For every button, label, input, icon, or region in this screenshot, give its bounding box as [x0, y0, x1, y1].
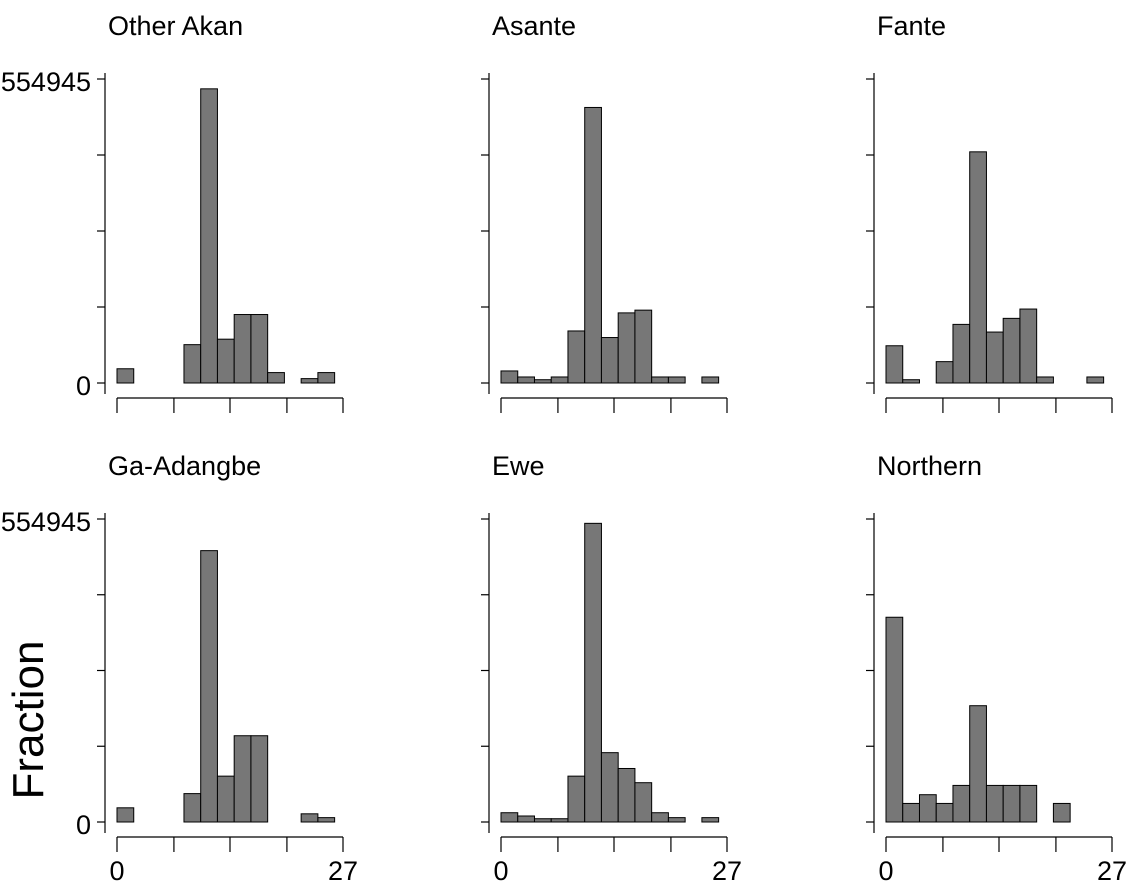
histogram-bar — [651, 812, 669, 823]
histogram-bar — [500, 812, 519, 823]
histogram-bar — [918, 794, 937, 823]
histogram-bar — [517, 815, 535, 823]
histogram-bar — [1086, 376, 1105, 384]
histogram-bar — [250, 735, 269, 823]
x-tick-label: 0 — [109, 856, 124, 886]
histogram-bar — [969, 705, 987, 823]
histogram-bar — [216, 775, 235, 823]
histogram-bar — [300, 378, 319, 384]
panels: Other Akan 0 554945 Asante Fante Ga-Adangbe 0 5… — [1, 11, 1126, 886]
histogram-bar — [200, 550, 218, 823]
histogram-bar — [1036, 376, 1054, 384]
histogram-bar — [216, 338, 235, 384]
histogram-bar — [116, 368, 135, 384]
histogram-bar — [567, 330, 586, 384]
histogram-bar — [701, 817, 720, 823]
x-tick-label: 27 — [1097, 856, 1126, 886]
histogram-bar — [667, 817, 686, 823]
panel-northern: Northern 0 27 — [866, 451, 1126, 886]
histogram-bar — [233, 314, 252, 384]
histogram-bar — [200, 88, 218, 384]
histogram-bar — [533, 379, 552, 384]
x-tick-label: 27 — [712, 856, 742, 886]
histogram-bar — [1019, 784, 1038, 823]
x-tick-label: 0 — [878, 856, 893, 886]
histogram-bar — [550, 818, 569, 823]
panel-title: Northern — [877, 451, 982, 481]
histogram-bar — [317, 817, 336, 823]
histogram-bar — [617, 767, 636, 823]
histogram-bar — [617, 312, 636, 384]
histogram-bar — [902, 379, 920, 384]
histogram-bar — [500, 370, 519, 384]
y-tick-label: 554945 — [1, 67, 91, 97]
y-tick-label: 0 — [76, 810, 91, 840]
panel-title: Ewe — [492, 451, 545, 481]
x-tick-label: 0 — [493, 856, 508, 886]
histogram-bar — [567, 775, 586, 823]
panel-asante: Asante — [481, 11, 728, 413]
histogram-bar — [1002, 784, 1021, 823]
histogram-bar — [885, 345, 904, 384]
histogram-bar — [935, 802, 954, 823]
histogram-bar — [584, 106, 602, 384]
histogram-bar — [300, 813, 319, 823]
histogram-bar — [550, 376, 569, 384]
histogram-bar — [517, 376, 535, 384]
histogram-bar — [985, 331, 1004, 384]
histogram-bar — [701, 376, 720, 384]
panel-title: Asante — [492, 11, 576, 41]
histogram-bar — [584, 522, 602, 823]
y-tick-label: 0 — [76, 371, 91, 401]
x-tick-label: 27 — [328, 856, 358, 886]
histogram-bar — [1019, 308, 1038, 384]
histogram-bar — [533, 818, 552, 823]
panel-title: Ga-Adangbe — [108, 451, 261, 481]
histogram-bar — [902, 802, 920, 823]
histogram-bar — [116, 807, 135, 823]
histogram-bar — [952, 784, 971, 823]
histogram-bar — [667, 376, 686, 384]
panel-title: Other Akan — [108, 11, 243, 41]
histogram-bar — [600, 752, 619, 823]
histogram-bar — [952, 323, 971, 384]
histogram-bar — [600, 337, 619, 384]
histogram-bar — [634, 309, 653, 384]
histogram-bar — [183, 793, 202, 823]
panel-title: Fante — [877, 11, 946, 41]
panel-fante: Fante — [866, 11, 1113, 413]
y-tick-label: 554945 — [1, 507, 91, 537]
histogram-bar — [651, 376, 669, 384]
histogram-bar — [250, 314, 269, 384]
histogram-bar — [985, 784, 1004, 823]
histogram-bar — [1002, 317, 1021, 384]
histogram-bar — [634, 782, 653, 823]
histogram-bar — [885, 616, 904, 823]
histogram-bar — [1052, 802, 1071, 823]
panel-other-akan: Other Akan 0 554945 — [1, 11, 344, 413]
histogram-bar — [183, 344, 202, 384]
histogram-bar — [935, 361, 954, 384]
histogram-bar — [317, 372, 336, 384]
panel-ewe: Ewe 0 27 — [481, 451, 742, 886]
histogram-bar — [267, 372, 285, 384]
histogram-bar — [969, 151, 987, 384]
panel-ga-adangbe: Ga-Adangbe 0 554945 0 27 — [1, 451, 358, 886]
y-axis-label: Fraction — [4, 641, 53, 800]
histogram-bar — [233, 735, 252, 823]
